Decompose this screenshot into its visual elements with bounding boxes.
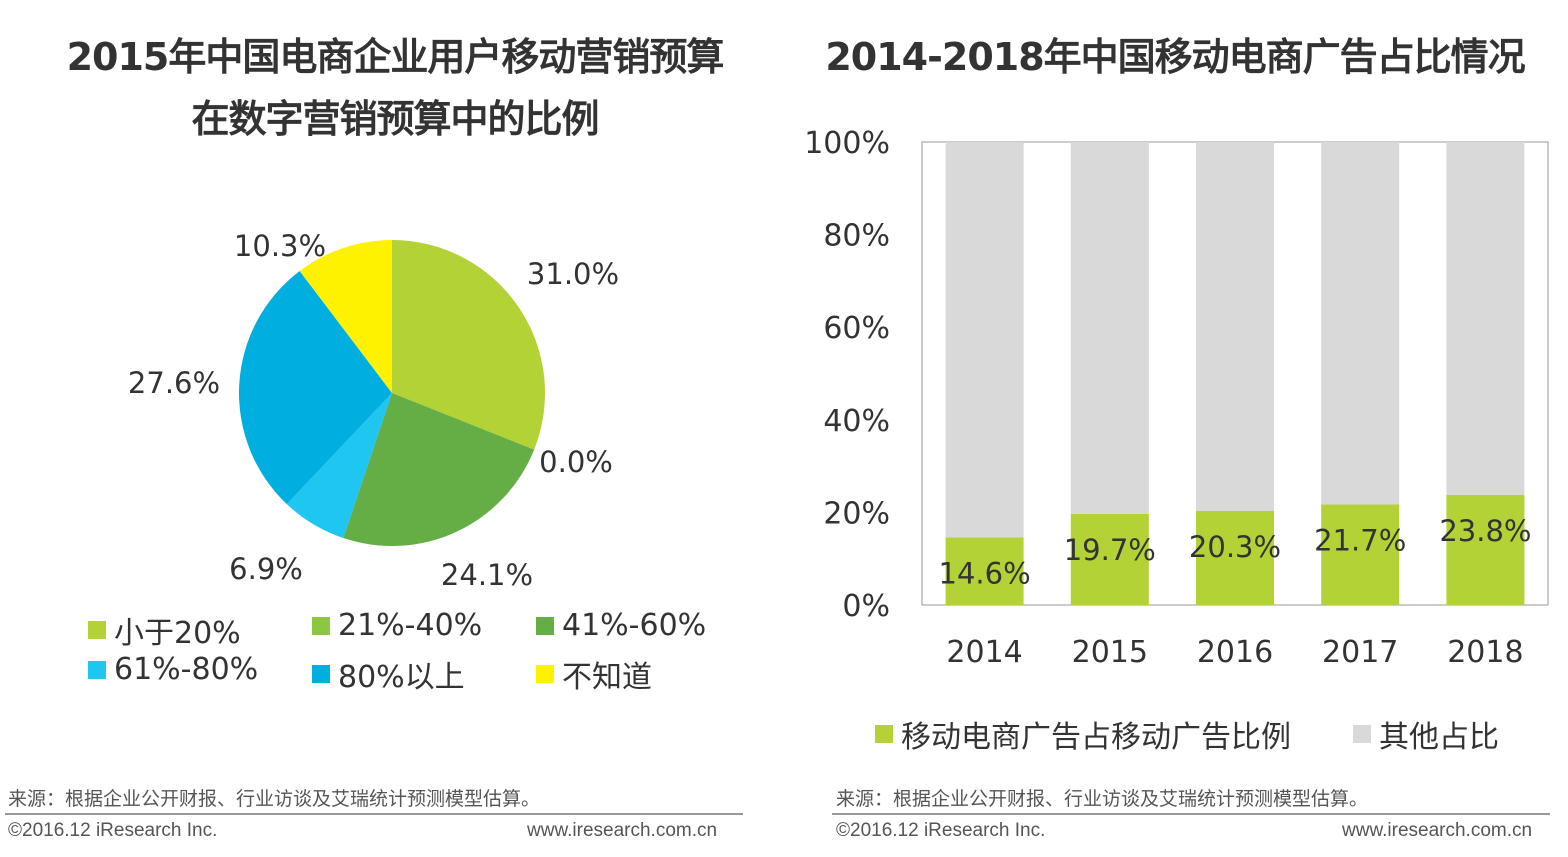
website-left: www.iresearch.com.cn <box>527 820 718 841</box>
legend-item-under-20: 小于20% <box>88 608 241 652</box>
bar-other <box>1196 142 1274 512</box>
bar-data-label: 21.7% <box>1314 524 1406 558</box>
x-tick-label: 2015 <box>1072 635 1148 670</box>
legend-swatch <box>875 725 893 743</box>
y-tick-label: 60% <box>823 311 890 346</box>
divider-right <box>832 813 1550 815</box>
legend-item-41-60: 41%-60% <box>536 608 706 643</box>
copyright-right: ©2016.12 iResearch Inc. <box>836 820 1046 841</box>
bar-other <box>945 142 1024 538</box>
copyright-left: ©2016.12 iResearch Inc. <box>8 820 218 841</box>
x-tick-label: 2014 <box>946 635 1022 670</box>
x-tick-label: 2017 <box>1322 635 1398 670</box>
bar-data-label: 19.7% <box>1064 533 1156 567</box>
legend-label: 小于20% <box>114 616 241 651</box>
y-tick-label: 80% <box>823 219 890 254</box>
x-tick-label: 2016 <box>1197 635 1273 670</box>
pie-slice <box>343 393 535 546</box>
bar-data-label: 23.8% <box>1439 514 1531 548</box>
pie-data-label: 24.1% <box>441 558 533 592</box>
bar-other <box>1070 142 1149 514</box>
bar-mobile-ecommerce <box>1446 494 1525 605</box>
source-note-left: 来源：根据企业公开财报、行业访谈及艾瑞统计预测模型估算。 <box>8 788 541 810</box>
bar-other <box>1446 142 1525 495</box>
y-tick-label: 20% <box>823 496 890 531</box>
legend-item-mobile-ecommerce: 移动电商广告占移动广告比例 <box>875 712 1291 756</box>
legend-swatch <box>88 621 106 639</box>
legend-label: 移动电商广告占移动广告比例 <box>901 720 1291 755</box>
pie-slice <box>286 393 392 539</box>
bar-chart-title: 2014-2018年中国移动电商广告占比情况 <box>825 35 1525 79</box>
pie-data-label: 27.6% <box>128 366 220 400</box>
pie-chart-title-line2: 在数字营销预算中的比例 <box>191 97 599 141</box>
pie-slice <box>238 270 392 505</box>
bar-data-label: 14.6% <box>939 556 1031 590</box>
legend-item-unknown: 不知道 <box>536 652 652 696</box>
bar-mobile-ecommerce <box>945 537 1024 605</box>
bar-data-label: 20.3% <box>1189 530 1281 564</box>
pie-data-label: 10.3% <box>234 229 326 263</box>
divider-left <box>5 813 743 815</box>
legend-label: 61%-80% <box>114 652 259 687</box>
bar-mobile-ecommerce <box>1321 504 1400 605</box>
legend-swatch <box>312 665 330 683</box>
pie-slice <box>299 240 392 393</box>
legend-label: 21%-40% <box>338 608 483 643</box>
legend-swatch <box>536 665 554 683</box>
legend-swatch <box>312 616 330 635</box>
y-tick-label: 0% <box>842 589 890 624</box>
bar-other <box>1321 142 1400 505</box>
pie-slice <box>392 240 545 450</box>
pie-data-label: 31.0% <box>527 257 619 291</box>
legend-label: 其他占比 <box>1379 720 1499 755</box>
pie-chart-title-line1: 2015年中国电商企业用户移动营销预算 <box>66 35 725 79</box>
legend-swatch <box>1353 725 1371 743</box>
legend-item-over-80: 80%以上 <box>312 652 465 696</box>
source-note-right: 来源：根据企业公开财报、行业访谈及艾瑞统计预测模型估算。 <box>836 788 1369 810</box>
legend-swatch <box>536 616 554 635</box>
bar-mobile-ecommerce <box>1196 511 1274 605</box>
y-tick-label: 100% <box>804 126 890 161</box>
y-tick-label: 40% <box>823 404 890 439</box>
pie-data-label: 6.9% <box>229 552 303 586</box>
x-tick-label: 2018 <box>1447 635 1523 670</box>
legend-item-21-40: 21%-40% <box>312 608 482 643</box>
legend-swatch <box>88 660 106 679</box>
legend-label: 不知道 <box>562 660 652 695</box>
legend-label: 41%-60% <box>562 608 707 643</box>
bar-mobile-ecommerce <box>1070 513 1149 605</box>
website-right: www.iresearch.com.cn <box>1342 820 1533 841</box>
legend-item-61-80: 61%-80% <box>88 652 258 687</box>
legend-item-other: 其他占比 <box>1353 712 1499 756</box>
legend-label: 80%以上 <box>338 660 465 695</box>
pie-data-label: 0.0% <box>539 445 613 479</box>
